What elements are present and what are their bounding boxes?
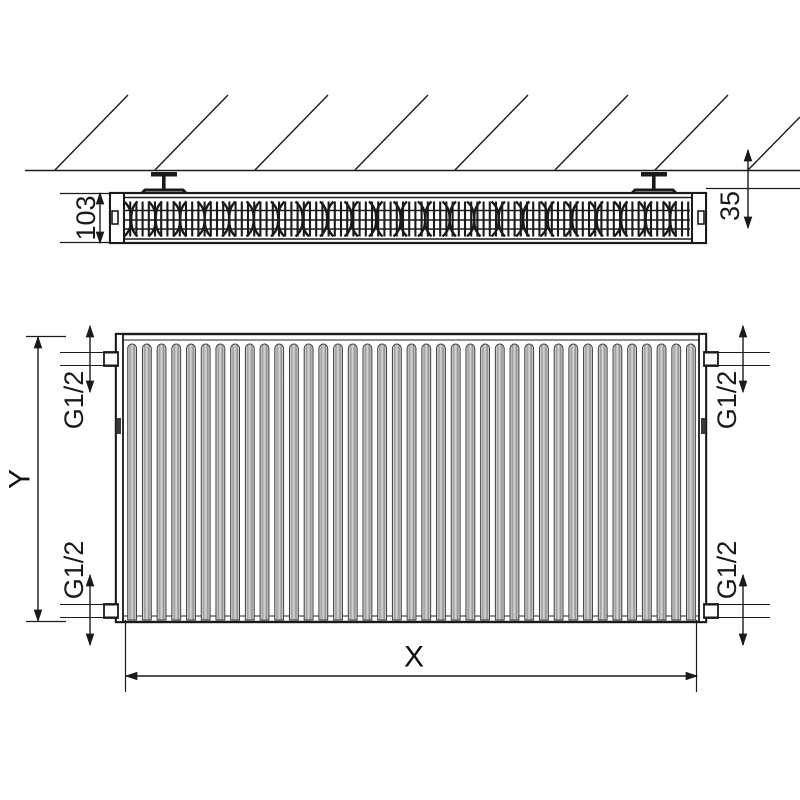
convector-zigzag <box>392 200 408 237</box>
radiator-fin <box>538 343 549 621</box>
radiator-fin <box>171 343 182 621</box>
radiator-fin <box>641 343 652 621</box>
radiator-fin <box>421 343 432 621</box>
radiator-fin <box>318 343 329 621</box>
radiator-fin <box>583 343 593 621</box>
convector-zigzag <box>613 200 629 237</box>
radiator-fin <box>141 343 152 621</box>
dimension-depth-103: 103 <box>60 191 112 245</box>
dimension-width-x: X <box>124 620 699 692</box>
convector-zigzag <box>637 200 653 237</box>
section-port-right <box>697 210 705 225</box>
radiator-fin <box>230 343 240 621</box>
panel-right-rail <box>698 333 707 623</box>
convector-zigzag <box>245 200 261 237</box>
radiator-fin <box>200 343 211 621</box>
connection-stub-top-left <box>103 351 119 367</box>
convector-zigzag <box>564 200 580 237</box>
radiator-fin <box>127 343 138 621</box>
connection-stub-top-right <box>703 351 719 367</box>
dimension-conn-bottom-left: G1/2 <box>59 541 95 647</box>
convector-zigzag <box>368 200 384 237</box>
dimension-gap-35: 35 <box>706 148 800 230</box>
radiator-fin <box>656 343 667 621</box>
convector-zigzag <box>466 200 482 237</box>
dimension-conn-top-left: G1/2 <box>59 324 95 430</box>
front-elevation-view: G1/2 G1/2 G1/2 G1/2 Y <box>4 324 770 692</box>
radiator-fin <box>524 343 535 621</box>
radiator-fin <box>480 343 490 621</box>
convector-zigzag <box>221 200 237 237</box>
radiator-fin <box>627 343 638 621</box>
convector-zigzag <box>588 200 604 237</box>
dimension-height-y: Y <box>4 335 66 623</box>
dimension-conn-bottom-right: G1/2 <box>712 541 748 647</box>
convector-zigzag <box>123 200 139 237</box>
radiator-fin <box>156 343 167 621</box>
convector-zigzag <box>515 200 531 237</box>
radiator-fin <box>509 343 520 621</box>
width-dimension-label: X <box>404 641 424 674</box>
convector-zigzag <box>270 200 286 237</box>
convector-zigzag <box>490 200 506 237</box>
radiator-fin <box>215 343 226 621</box>
height-dimension-label: Y <box>4 469 37 489</box>
convector-zigzag <box>196 200 212 237</box>
depth-dimension-label: 103 <box>71 195 101 240</box>
convector-zigzag <box>172 200 188 237</box>
radiator-fin <box>377 343 388 621</box>
radiator-fin <box>333 343 343 621</box>
convector-fin-pattern <box>122 200 690 237</box>
radiator-fin <box>186 343 196 621</box>
connection-stub-bottom-left <box>103 603 119 619</box>
radiator-fin <box>465 343 476 621</box>
convector-zigzag <box>539 200 555 237</box>
radiator-fin <box>686 343 696 621</box>
radiator-fin-group <box>127 343 696 621</box>
radiator-fin <box>553 343 564 621</box>
radiator-fin <box>274 343 285 621</box>
connection-stub-bottom-right <box>703 603 719 619</box>
dimension-conn-top-right: G1/2 <box>712 324 748 430</box>
panel-left-clip <box>117 418 121 434</box>
section-port-left <box>111 210 119 225</box>
convector-zigzag <box>319 200 335 237</box>
radiator-fin <box>436 343 446 621</box>
radiator-fin <box>391 343 402 621</box>
wall-hatching <box>54 94 800 171</box>
radiator-fin <box>259 343 270 621</box>
side-section-view: 103 35 <box>25 94 800 245</box>
radiator-fin <box>406 343 417 621</box>
radiator-fin <box>347 343 358 621</box>
gap-dimension-label: 35 <box>715 191 745 221</box>
convector-zigzag <box>343 200 359 237</box>
panel-right-clip <box>701 418 705 434</box>
radiator-fin <box>450 343 461 621</box>
conn-top-right-label: G1/2 <box>712 371 742 430</box>
conn-bottom-right-label: G1/2 <box>712 541 742 600</box>
radiator-fin <box>568 343 579 621</box>
convector-zigzag <box>294 200 310 237</box>
panel-left-rail <box>115 333 124 623</box>
radiator-fin <box>597 343 608 621</box>
conn-bottom-left-label: G1/2 <box>59 541 89 600</box>
radiator-fin <box>671 343 682 621</box>
conn-top-left-label: G1/2 <box>59 371 89 430</box>
radiator-fin <box>494 343 505 621</box>
radiator-fin <box>303 343 314 621</box>
radiator-fin <box>362 343 373 621</box>
radiator-fin <box>612 343 623 621</box>
convector-zigzag <box>417 200 433 237</box>
radiator-fin <box>288 343 299 621</box>
convector-zigzag <box>147 200 163 237</box>
radiator-fin <box>244 343 255 621</box>
convector-zigzag <box>662 200 678 237</box>
convector-zigzag <box>441 200 457 237</box>
